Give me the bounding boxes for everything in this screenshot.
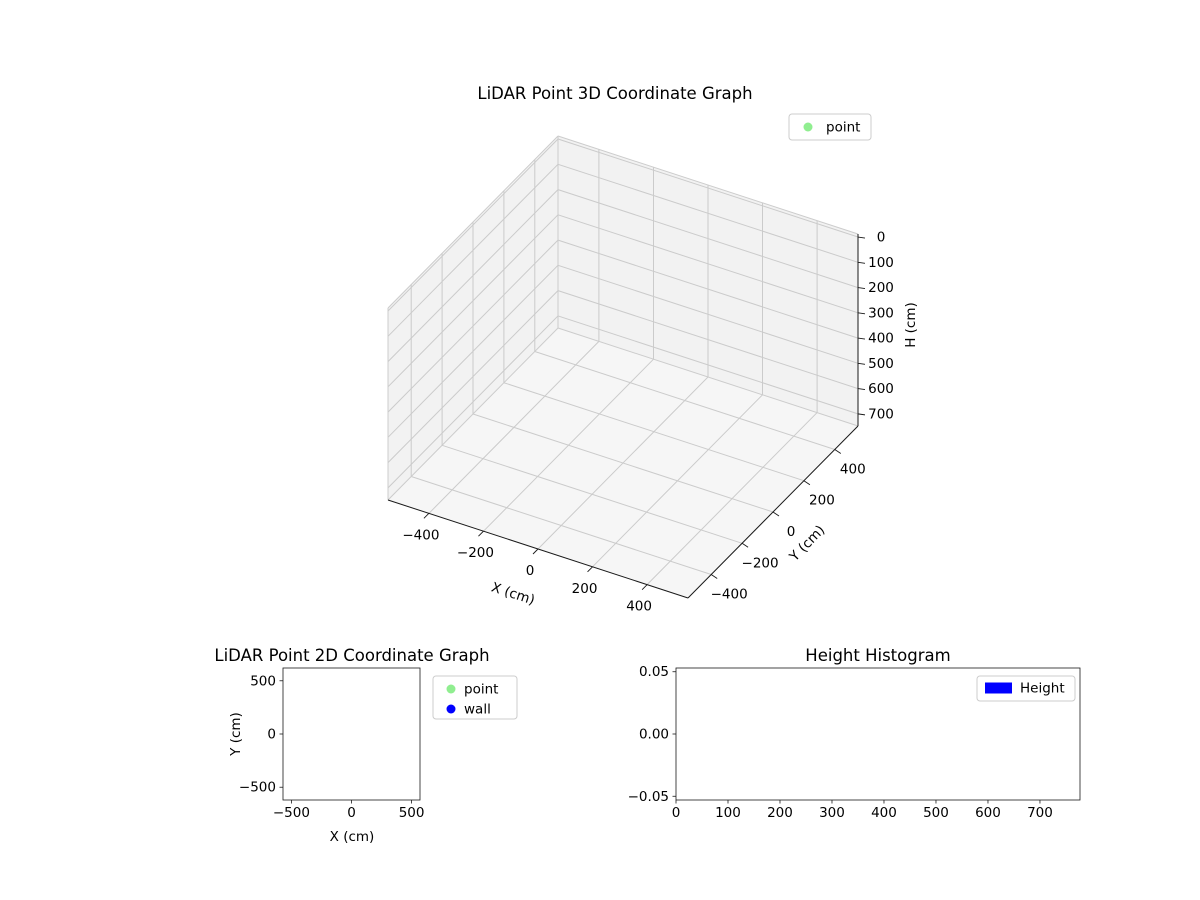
h-tick-label: 400 [868, 331, 894, 347]
x-tick-label: 0 [672, 805, 681, 821]
plot2d-xlabel: X (cm) [330, 829, 375, 845]
h-tick [857, 337, 866, 340]
y-tick [803, 480, 811, 486]
legend-2d: point wall [432, 675, 518, 720]
pane-edge [557, 327, 859, 427]
legend-2d-point-label: point [464, 682, 498, 698]
plot2d-ylabel: Y (cm) [228, 712, 244, 757]
legend-histogram: Height [976, 675, 1076, 702]
axes-frame-2d [282, 667, 421, 801]
legend-3d: point [788, 113, 872, 141]
legend-3d-point-label: point [826, 120, 860, 136]
pane-edge [387, 327, 559, 501]
x-tick-label: 200 [572, 581, 598, 597]
x-tick [641, 584, 648, 590]
legend-2d-wall-marker-icon [446, 704, 456, 714]
x-tick [587, 566, 593, 573]
x-tick-label: −200 [457, 545, 494, 561]
h-tick [857, 413, 866, 416]
plot-histogram-generated: 0 100 200 300 400 500 600 700 −0.05 0.00 0.05 [628, 664, 1053, 821]
x-tick-label: 0 [347, 805, 356, 821]
legend-histogram-frame [976, 675, 1076, 702]
y-tick-label: 200 [809, 493, 835, 509]
plot-3d-generated: −400 −200 0 200 400 −400 −200 0 200 400 0 100 200 300… [387, 135, 894, 615]
h-tick [857, 287, 866, 290]
h-tick-label: 600 [868, 381, 894, 397]
plot2d-title: LiDAR Point 2D Coordinate Graph [214, 646, 489, 665]
plot-histogram: 0 100 200 300 400 500 600 700 −0.05 0.00 0.05 Heig… [628, 646, 1081, 821]
h-tick [857, 388, 866, 391]
x-tick [532, 548, 539, 555]
h-tick-label: 700 [868, 406, 894, 422]
x-tick-label: 300 [819, 805, 845, 821]
h-tick-label: 300 [868, 305, 894, 321]
legend-3d-frame [788, 113, 872, 141]
plot-3d: −400 −200 0 200 400 −400 −200 0 200 400 0 100 200 300… [387, 84, 919, 615]
h-tick-label: 0 [877, 230, 886, 246]
h-tick [857, 312, 866, 315]
y-axis-line [687, 425, 859, 599]
plot3d-xlabel: X (cm) [489, 579, 536, 608]
x-tick-label: 0 [526, 563, 535, 579]
y-tick [710, 574, 718, 579]
y-tick-label: −400 [711, 587, 748, 603]
y-tick-label: 0 [787, 524, 796, 540]
x-tick-label: −400 [402, 527, 439, 543]
x-tick-label: −500 [273, 805, 310, 821]
y-tick-label: −500 [239, 780, 276, 796]
y-tick-label: 0 [267, 727, 276, 743]
plot3d-title: LiDAR Point 3D Coordinate Graph [477, 84, 752, 103]
plot-2d-generated: −500 0 500 −500 0 500 [239, 673, 425, 821]
x-tick [478, 530, 484, 537]
h-tick-label: 500 [868, 356, 894, 372]
plot3d-zlabel: H (cm) [903, 302, 919, 348]
histogram-title: Height Histogram [805, 646, 950, 665]
h-tick [857, 362, 866, 365]
y-tick-label: 0.00 [639, 727, 669, 743]
y-tick [741, 542, 749, 548]
legend-3d-point-marker-icon [803, 122, 813, 132]
pane-edge [387, 135, 559, 309]
x-tick-label: 400 [626, 599, 652, 615]
legend-histogram-height-label: Height [1020, 681, 1065, 697]
h-tick-label: 100 [868, 255, 894, 271]
y-tick [772, 511, 780, 517]
h-tick [857, 261, 866, 264]
y-tick [834, 449, 842, 454]
y-tick-label: −0.05 [628, 789, 669, 805]
y-tick-label: −200 [742, 555, 779, 571]
legend-2d-wall-label: wall [464, 702, 491, 718]
x-tick-label: 500 [399, 805, 425, 821]
pane-edge [557, 135, 859, 235]
legend-2d-point-marker-icon [446, 684, 456, 694]
plot-2d: −500 0 500 −500 0 500 LiDAR Point 2D Coordina… [214, 646, 518, 845]
legend-histogram-height-swatch-icon [985, 682, 1012, 694]
x-tick [423, 513, 430, 519]
y-tick-label: 500 [250, 673, 276, 689]
h-tick-label: 200 [868, 280, 894, 296]
x-tick-label: 600 [975, 805, 1001, 821]
y-tick-label: 400 [840, 461, 866, 477]
x-tick-label: 500 [923, 805, 949, 821]
x-tick-label: 100 [715, 805, 741, 821]
x-tick-label: 200 [767, 805, 793, 821]
x-tick-label: 400 [871, 805, 897, 821]
x-tick-label: 700 [1027, 805, 1053, 821]
y-tick-label: 0.05 [639, 664, 669, 680]
h-tick [857, 236, 866, 239]
